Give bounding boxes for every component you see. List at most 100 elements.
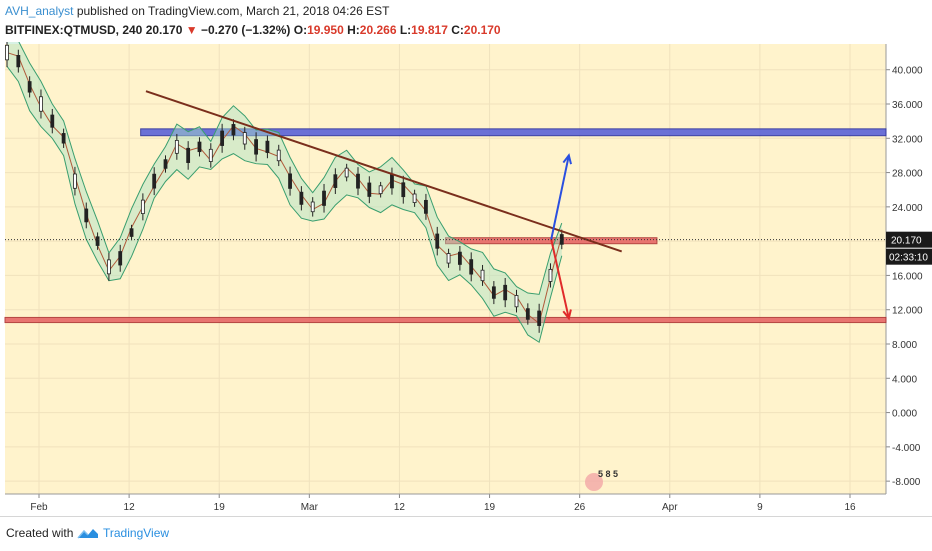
- open-label: O:: [293, 23, 308, 37]
- candle-body: [310, 201, 315, 213]
- candle-body: [457, 251, 462, 265]
- y-tick-label: -4.000: [892, 443, 921, 454]
- high-value: 20.266: [359, 23, 397, 37]
- x-tick-label: 12: [394, 502, 406, 513]
- arrow-down-head: [562, 309, 572, 321]
- x-tick-label: 16: [844, 502, 856, 513]
- author-link[interactable]: AVH_analyst: [5, 4, 74, 18]
- candle-body: [480, 269, 485, 282]
- symbol-label: BITFINEX:QTMUSD, 240: [5, 23, 143, 37]
- x-tick-label: Mar: [301, 502, 319, 513]
- resistance-zone: [140, 128, 887, 137]
- x-tick-label: Feb: [30, 502, 48, 513]
- candle-body: [220, 130, 225, 146]
- candle-body: [367, 182, 372, 197]
- candle-body: [84, 208, 89, 223]
- candle-body: [491, 286, 496, 299]
- y-tick-label: 8.000: [892, 340, 917, 351]
- candle-body: [95, 236, 100, 246]
- candle-body: [107, 259, 111, 275]
- footer-bar: Created with TradingView: [0, 516, 932, 551]
- watermark-text: 5 8 5: [598, 469, 618, 479]
- candle-body: [73, 173, 77, 189]
- candle-body: [152, 173, 157, 189]
- candle-body: [254, 139, 258, 155]
- candle-body: [435, 233, 440, 249]
- publish-info: published on TradingView.com, March 21, …: [73, 4, 390, 18]
- x-tick-label: 9: [757, 502, 763, 513]
- x-tick-label: 26: [574, 502, 586, 513]
- tradingview-brand-link[interactable]: TradingView: [103, 526, 170, 540]
- candle-body: [50, 114, 55, 128]
- high-label: H:: [347, 23, 360, 37]
- candle-body: [333, 174, 338, 188]
- close-label: C:: [451, 23, 464, 37]
- candle-body: [525, 308, 530, 320]
- x-tick-label: 19: [484, 502, 496, 513]
- x-tick-label: 12: [124, 502, 136, 513]
- countdown-box: [886, 248, 932, 265]
- arrow-up-shaft: [550, 155, 570, 240]
- candle-body: [16, 55, 21, 68]
- down-arrow-icon: ▼: [185, 23, 198, 37]
- candle-body: [163, 159, 168, 169]
- candle-body: [537, 310, 542, 326]
- bollinger-lower: [6, 65, 563, 344]
- candle-body: [276, 149, 281, 162]
- created-with-label: Created with: [6, 526, 74, 540]
- y-tick-label: 0.000: [892, 409, 917, 420]
- candle-body: [27, 81, 32, 93]
- candle-body: [208, 148, 213, 162]
- descending-trendline: [145, 90, 623, 253]
- y-tick-label: -8.000: [892, 477, 921, 488]
- candle-body: [197, 141, 202, 153]
- candle-body: [514, 295, 519, 308]
- candle-body: [469, 259, 474, 275]
- y-tick-label: 32.000: [892, 134, 923, 145]
- candle-body: [344, 167, 349, 178]
- chart-header: AVH_analyst published on TradingView.com…: [0, 0, 932, 42]
- countdown-label: 02:33:10: [889, 253, 928, 264]
- candle-body: [548, 268, 553, 282]
- candle-body: [186, 147, 191, 163]
- x-tick-label: Apr: [662, 502, 678, 513]
- price-change: −0.270 (−1.32%): [200, 23, 291, 37]
- candle-body: [412, 193, 417, 203]
- ohlc-line: BITFINEX:QTMUSD, 240 20.170 ▼ −0.270 (−1…: [5, 23, 501, 37]
- candle-body: [401, 182, 406, 198]
- candle-body: [424, 199, 428, 214]
- plot-background: [5, 44, 886, 494]
- candle-body: [503, 284, 508, 301]
- y-tick-label: 12.000: [892, 306, 923, 317]
- candle-body: [118, 251, 123, 266]
- publish-line: AVH_analyst published on TradingView.com…: [5, 4, 389, 18]
- price-chart[interactable]: 40.00036.00032.00028.00024.00020.00016.0…: [0, 42, 932, 516]
- support-zone: [4, 316, 887, 324]
- bollinger-upper: [18, 42, 563, 295]
- y-tick-label: 36.000: [892, 100, 923, 111]
- arrow-up-head: [562, 153, 572, 165]
- candle-body: [390, 173, 394, 189]
- y-tick-label: 28.000: [892, 169, 923, 180]
- watermark-circle: [585, 473, 603, 491]
- y-tick-label: 16.000: [892, 271, 923, 282]
- candle-body: [174, 139, 179, 154]
- x-tick-label: 19: [214, 502, 226, 513]
- price-label-box: [886, 231, 932, 248]
- candle-body: [61, 133, 66, 144]
- candle-body: [129, 228, 134, 237]
- y-tick-label: 24.000: [892, 203, 923, 214]
- arrow-down-shaft: [550, 239, 570, 319]
- low-label: L:: [399, 23, 412, 37]
- candle-body: [265, 140, 270, 153]
- candle-body: [288, 173, 292, 189]
- candle-body: [231, 124, 236, 136]
- close-value: 20.170: [463, 23, 501, 37]
- watermark-logo-icon: 5 8 5: [585, 469, 618, 491]
- candle-body: [140, 199, 145, 215]
- left-gutter: [0, 42, 5, 494]
- y-tick-label: 4.000: [892, 374, 917, 385]
- candle-body: [242, 132, 247, 145]
- last-price: 20.170: [145, 23, 183, 37]
- tradingview-logo-icon[interactable]: [77, 526, 99, 540]
